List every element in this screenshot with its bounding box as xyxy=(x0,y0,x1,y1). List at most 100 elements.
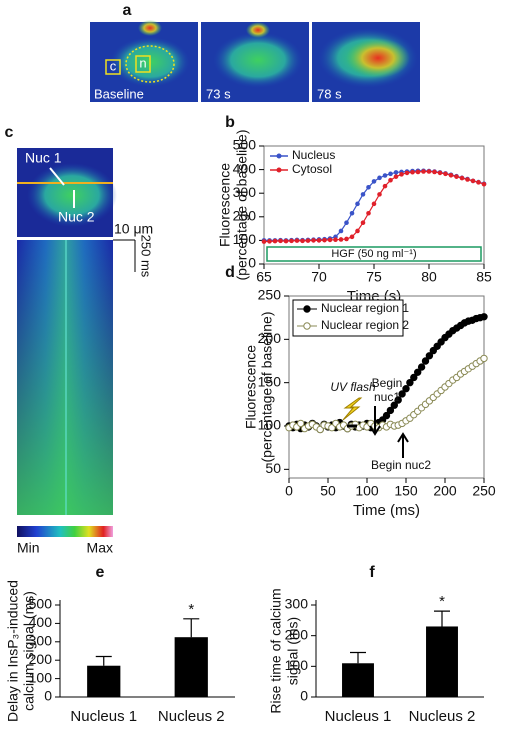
x-tick-label: Nucleus 2 xyxy=(409,708,476,725)
data-point xyxy=(366,185,371,190)
data-point xyxy=(377,192,382,197)
x-tick-label: 200 xyxy=(433,483,457,499)
data-point xyxy=(349,234,355,240)
scale-label: 250 ms xyxy=(139,235,154,278)
data-point xyxy=(421,169,426,174)
data-point xyxy=(448,172,454,178)
data-point xyxy=(386,406,395,415)
y-tick-label: 100 xyxy=(258,417,282,433)
y-axis-label: Delay in InsP₃-induced xyxy=(5,580,21,722)
data-point xyxy=(476,180,481,185)
data-point xyxy=(371,201,377,207)
arrow xyxy=(397,432,409,458)
data-point xyxy=(300,238,305,244)
y-tick-label: 0 xyxy=(44,688,52,704)
data-point xyxy=(366,210,371,216)
error-bar xyxy=(434,610,450,627)
data-point xyxy=(294,238,300,243)
data-point xyxy=(371,179,377,184)
legend-label: Nuclear region 1 xyxy=(321,301,409,315)
y-axis-label: signal (ms) xyxy=(285,617,301,685)
y-tick-label: 500 xyxy=(29,596,53,612)
data-point xyxy=(465,177,470,182)
data-point xyxy=(289,238,294,244)
y-tick-label: 0 xyxy=(300,688,308,704)
y-tick-label: 200 xyxy=(258,330,282,346)
x-tick-label: 75 xyxy=(366,269,382,285)
data-point xyxy=(393,174,399,179)
y-tick-label: 200 xyxy=(285,626,309,642)
y-tick-label: 500 xyxy=(233,137,257,153)
legend-box xyxy=(292,299,404,337)
y-tick-label: 400 xyxy=(233,160,257,176)
data-point xyxy=(404,170,410,176)
data-point xyxy=(402,385,410,393)
y-tick-label: 150 xyxy=(258,373,282,389)
data-point xyxy=(338,228,344,234)
data-point xyxy=(417,363,426,371)
x-tick-label: 100 xyxy=(355,483,379,499)
legend-swatch xyxy=(276,153,282,159)
line-scan: Nuc 1 Nuc 2 10 μm 250 ms Min Max xyxy=(17,148,154,556)
y-tick-label: 300 xyxy=(233,184,257,200)
y-tick-label: 300 xyxy=(29,633,53,649)
y-axis-label: (percentage of baseline) xyxy=(259,312,275,463)
data-point xyxy=(414,368,422,376)
data-point xyxy=(410,373,418,382)
x-tick-label: Nucleus 1 xyxy=(70,708,137,725)
image-label: Baseline xyxy=(94,86,144,101)
data-point xyxy=(297,419,305,428)
bar xyxy=(426,626,458,697)
panel-label: d xyxy=(225,264,235,281)
y-tick-label: 250 xyxy=(258,287,282,303)
x-tick-label: 85 xyxy=(476,269,492,285)
data-point xyxy=(267,239,272,244)
colorbar xyxy=(17,526,113,537)
data-point xyxy=(360,192,366,197)
annotation: Begin xyxy=(372,376,403,390)
x-tick-label: 150 xyxy=(394,483,418,499)
data-point xyxy=(382,411,391,420)
colorbar-label: Min xyxy=(17,540,40,556)
flash-icon xyxy=(342,397,363,421)
cell xyxy=(213,32,303,88)
x-tick-label: Nucleus 1 xyxy=(325,708,392,725)
nucleus-outline xyxy=(125,45,175,83)
legend-swatch xyxy=(303,305,311,313)
y-axis-label: calcium signal (ms) xyxy=(21,591,37,711)
image-label: 73 s xyxy=(206,86,231,101)
x-tick-label: 0 xyxy=(285,483,293,499)
annotation: Begin nuc2 xyxy=(371,458,431,472)
data-point xyxy=(425,352,434,360)
error-bar xyxy=(95,655,112,666)
error-bar xyxy=(350,651,366,664)
x-tick-label: 65 xyxy=(256,269,272,285)
y-tick-label: 100 xyxy=(285,657,309,673)
data-point xyxy=(480,313,488,321)
data-point xyxy=(305,238,311,243)
data-point xyxy=(394,396,402,404)
data-point xyxy=(377,175,382,181)
nucleus-label: Nuc 2 xyxy=(58,209,95,225)
y-tick-label: 0 xyxy=(248,255,256,271)
scale-label: 10 μm xyxy=(114,221,153,237)
legend-label: Nucleus xyxy=(292,148,335,162)
data-point xyxy=(261,239,267,244)
data-point xyxy=(333,237,338,242)
arrow xyxy=(369,406,381,436)
x-tick-label: 50 xyxy=(320,483,336,499)
arrow xyxy=(49,167,65,186)
y-tick-label: 300 xyxy=(285,596,309,612)
y-axis-label: Rise time of calcium xyxy=(268,588,284,713)
bar xyxy=(174,637,208,697)
data-point xyxy=(272,238,278,244)
data-point xyxy=(415,169,421,175)
data-point xyxy=(390,401,398,409)
panel-label: a xyxy=(123,2,132,19)
image-label: 78 s xyxy=(317,86,342,101)
y-tick-label: 100 xyxy=(29,669,53,685)
data-point xyxy=(426,169,432,174)
data-point xyxy=(421,357,430,365)
annotation-box xyxy=(266,246,482,262)
